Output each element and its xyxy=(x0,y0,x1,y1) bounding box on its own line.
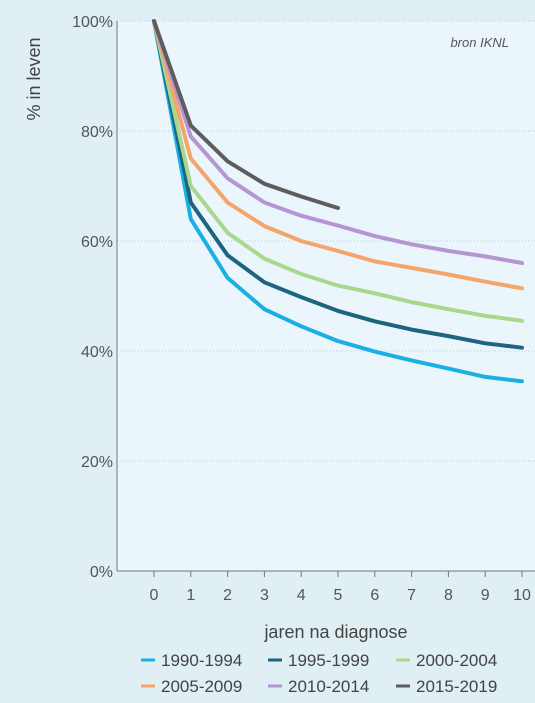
y-axis-label: % in leven xyxy=(24,37,44,120)
y-tick-label: 0% xyxy=(90,564,113,581)
series-line-1990-1994 xyxy=(152,19,524,384)
x-tick-label: 5 xyxy=(334,587,343,604)
series-line-2005-2009 xyxy=(152,19,524,291)
x-tick-label: 4 xyxy=(297,587,306,604)
series-line-2000-2004 xyxy=(152,19,524,323)
legend-label: 2015-2019 xyxy=(416,677,497,696)
series-line-1995-1999 xyxy=(152,19,524,350)
axes: 0% 20% 40% 60% 80% 100% 0 1 2 3 4 5 6 7 8 9 10 xyxy=(72,14,535,604)
legend-label: 2000-2004 xyxy=(416,651,497,670)
x-axis-label: jaren na diagnose xyxy=(263,622,407,642)
series-line-2010-2014 xyxy=(152,19,524,265)
series-lines xyxy=(152,19,524,384)
x-tick-label: 9 xyxy=(481,587,490,604)
x-tick-label: 1 xyxy=(186,587,195,604)
x-tick-label: 3 xyxy=(260,587,269,604)
x-tick-label: 7 xyxy=(407,587,416,604)
legend-label: 1995-1999 xyxy=(288,651,369,670)
legend-label: 1990-1994 xyxy=(161,651,242,670)
x-tick-label: 0 xyxy=(150,587,159,604)
legend-label: 2005-2009 xyxy=(161,677,242,696)
x-tick-label: 10 xyxy=(513,587,531,604)
x-tick-label: 6 xyxy=(370,587,379,604)
y-tick-label: 80% xyxy=(81,124,113,141)
y-tick-label: 60% xyxy=(81,234,113,251)
y-tick-label: 40% xyxy=(81,344,113,361)
y-tick-label: 100% xyxy=(72,14,113,31)
series-line-2015-2019 xyxy=(152,19,340,210)
y-tick-label: 20% xyxy=(81,454,113,471)
legend: 1990-1994 1995-1999 2000-2004 2005-2009 2010… xyxy=(141,651,497,696)
source-note: bron IKNL xyxy=(450,35,509,50)
x-tick-label: 8 xyxy=(444,587,453,604)
legend-label: 2010-2014 xyxy=(288,677,369,696)
x-tick-label: 2 xyxy=(223,587,232,604)
